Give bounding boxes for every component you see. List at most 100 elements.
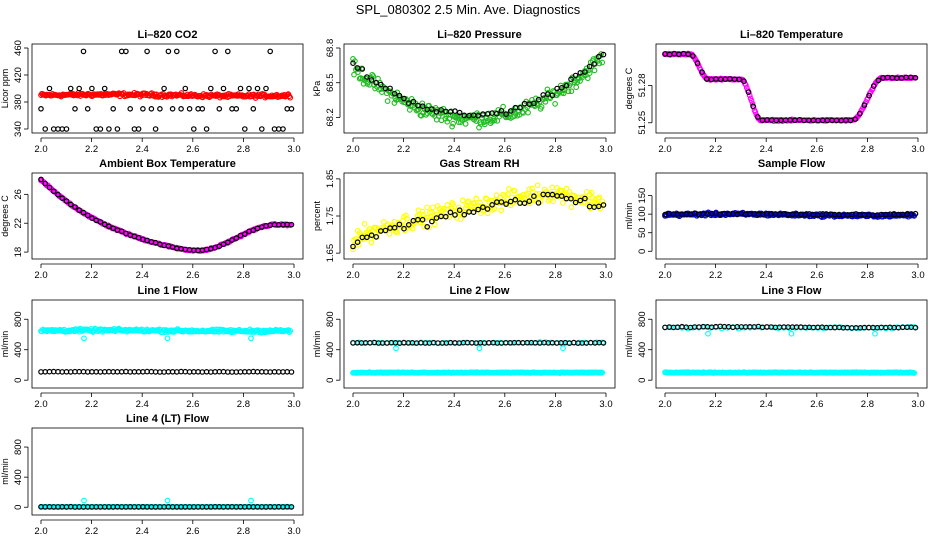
data-point (237, 85, 244, 92)
data-point (447, 209, 454, 216)
x-tick-label: 2.6 (810, 399, 823, 410)
data-point (416, 211, 423, 218)
series-coarse (662, 323, 919, 331)
x-tick-label: 2.6 (498, 399, 511, 410)
series-coarse (38, 176, 295, 254)
data-point (568, 195, 574, 202)
data-point (67, 85, 74, 92)
x-tick-label: 2.4 (760, 270, 773, 281)
x-tick-label: 2.4 (136, 399, 149, 410)
data-point (754, 114, 761, 120)
data-point (517, 104, 523, 111)
data-point (477, 199, 483, 206)
data-point (511, 188, 518, 194)
data-point (505, 191, 511, 198)
series-fine (38, 325, 294, 342)
data-point (456, 109, 463, 116)
y-tick-label: 1.75 (325, 207, 336, 226)
data-point (563, 185, 570, 192)
x-tick-label: 2.2 (85, 526, 98, 537)
panel-title: Li–820 Pressure (437, 29, 521, 41)
y-tick-label: 22 (13, 218, 24, 229)
series-fine (662, 324, 918, 376)
data-point (425, 214, 431, 221)
data-point (364, 74, 370, 80)
data-point (568, 88, 575, 95)
data-point (565, 88, 572, 95)
x-tick-label: 2.6 (186, 399, 199, 410)
panel-title: Line 2 Flow (450, 285, 510, 297)
y-axis-label: ml/min (312, 331, 322, 358)
panel-title: Ambient Box Temperature (99, 158, 236, 170)
x-tick-label: 2.6 (498, 270, 511, 281)
data-point (42, 126, 49, 132)
data-point (525, 109, 531, 116)
data-point (419, 100, 426, 107)
data-point (419, 216, 426, 223)
x-tick-label: 2.6 (186, 526, 199, 537)
data-point-outlier (872, 330, 878, 337)
data-point (89, 85, 95, 92)
y-tick-label: 50 (637, 227, 648, 238)
data-point (401, 95, 407, 102)
x-tick-label: 2.4 (760, 399, 773, 410)
data-point (752, 109, 759, 115)
y-tick-label: 0 (637, 249, 648, 254)
data-point-outlier (164, 497, 171, 504)
x-tick-label: 3.0 (911, 144, 924, 155)
plot-frame (31, 43, 304, 134)
data-point (521, 200, 528, 207)
data-point-outlier (560, 345, 566, 352)
panel-line1: Line 1 Flow ml/min 2.0 2.2 2.4 2.6 2.8 3.0 0 400 8… (0, 285, 304, 410)
data-point (573, 84, 580, 91)
data-point (699, 69, 705, 76)
data-point (84, 106, 91, 112)
data-point (498, 199, 505, 205)
x-tick-label: 2.6 (810, 144, 823, 155)
data-point (480, 204, 486, 211)
data-point (503, 201, 509, 207)
data-point (507, 198, 514, 205)
data-point-outlier (81, 335, 87, 342)
panel-ambient: Ambient Box Temperature degrees C 2.0 2.2 2.… (0, 158, 304, 281)
data-point (286, 329, 293, 335)
x-tick-label: 2.0 (658, 144, 671, 155)
data-point (531, 193, 537, 200)
data-point (912, 75, 919, 81)
data-point (386, 230, 393, 237)
data-point (746, 92, 753, 99)
series-coarse (350, 191, 607, 250)
data-point (216, 243, 223, 250)
data-point (471, 200, 478, 207)
data-point (287, 327, 294, 334)
data-point (749, 101, 756, 107)
data-point (186, 106, 193, 112)
data-point (559, 200, 566, 206)
data-point (531, 100, 537, 107)
y-axis-label: degrees C (0, 195, 10, 237)
x-tick-label: 2.0 (658, 270, 671, 281)
data-point-outlier (393, 345, 399, 352)
x-tick-label: 2.8 (237, 526, 250, 537)
data-point (457, 216, 464, 222)
data-point (586, 63, 593, 70)
x-tick-label: 3.0 (287, 270, 300, 281)
data-point (558, 85, 565, 91)
data-point (549, 92, 556, 99)
series-coarse-outliers (38, 48, 295, 132)
panel-title: Li–820 CO2 (138, 29, 198, 41)
data-point (473, 195, 480, 202)
data-point (535, 200, 542, 206)
data-point (475, 113, 482, 119)
data-point (55, 191, 61, 198)
x-tick-label: 2.8 (237, 144, 250, 155)
data-point (431, 221, 438, 228)
y-tick-label: 400 (13, 342, 24, 358)
panel-pressure: Li–820 Pressure kPa 2.0 2.2 2.4 2.6 2.8 3.0 68.2… (312, 29, 616, 155)
x-tick-label: 2.8 (861, 270, 874, 281)
data-point (72, 106, 78, 112)
data-point (46, 85, 53, 92)
x-tick-label: 3.0 (287, 526, 300, 537)
data-point (866, 92, 872, 99)
x-tick-label: 2.6 (186, 270, 199, 281)
